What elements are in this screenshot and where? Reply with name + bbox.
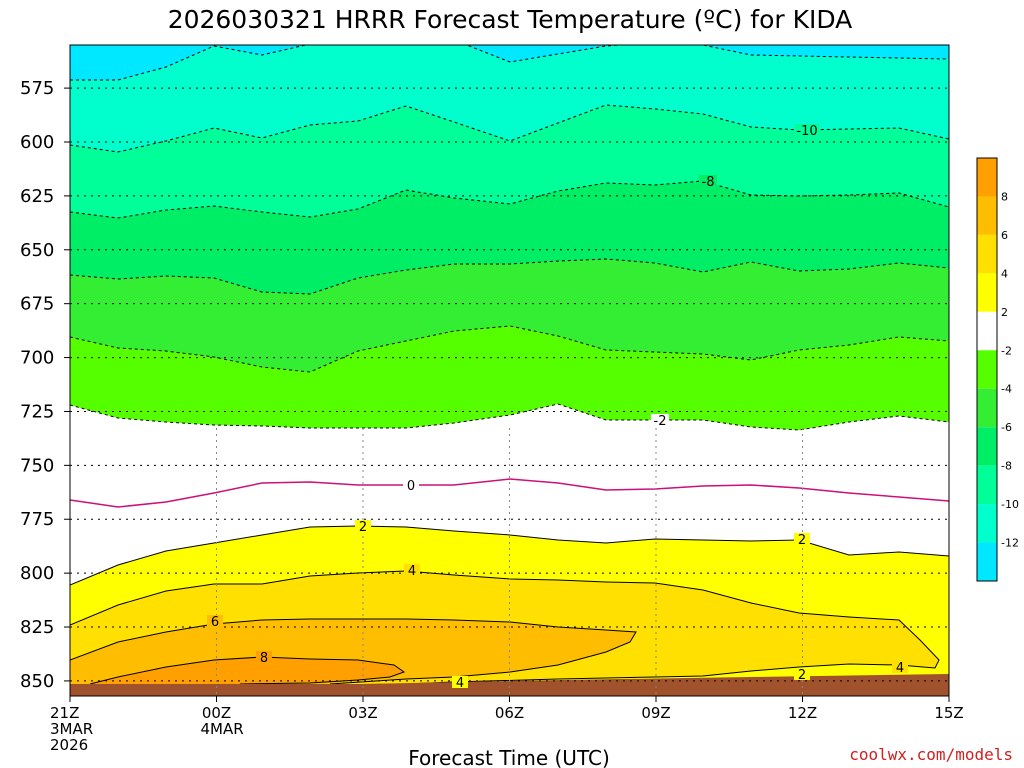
y-tick-label-775: 775 — [20, 509, 54, 530]
contour-label-2-lower: 2 — [798, 668, 806, 683]
colorbar-band-1 — [977, 196, 997, 235]
grid-lines — [70, 87, 949, 696]
colorbar-tick-label-3: 2 — [1001, 306, 1008, 319]
y-tick-label-575: 575 — [20, 78, 54, 99]
x-tick-label-4-0: 09Z — [641, 704, 670, 722]
contour-label-minus-10: -10 — [796, 124, 817, 139]
contour-label-4-upper: 4 — [408, 564, 416, 579]
y-tick-label-600: 600 — [20, 132, 54, 153]
x-tick-label-1-1: 4MAR — [201, 720, 244, 738]
colorbar-tick-label-8: -10 — [1001, 498, 1019, 511]
contour-line-minus-6 — [70, 258, 949, 295]
contour-line-minus-4 — [70, 325, 949, 373]
colorbar-band-6 — [977, 388, 997, 428]
contour-line-minus-12 — [70, 45, 949, 81]
contour-line-8 — [89, 656, 406, 685]
y-tick-label-825: 825 — [20, 617, 54, 638]
terrain-surface — [70, 674, 949, 696]
colorbar-band-4 — [977, 311, 997, 351]
y-tick-label-700: 700 — [20, 348, 54, 369]
credit-text: coolwx.com/models — [849, 745, 1013, 764]
contour-label-zero: 0 — [407, 479, 415, 494]
colorbar-band-3 — [977, 273, 997, 312]
band-8-to-10 — [90, 657, 404, 684]
colorbar-band-10 — [977, 542, 997, 581]
x-tick-label-2-0: 03Z — [348, 704, 377, 722]
colorbar-tick-label-5: -4 — [1001, 383, 1012, 396]
x-tick-label-3-0: 06Z — [495, 704, 524, 722]
plot-area — [70, 45, 949, 696]
x-tick-label-1-0: 00Z — [202, 704, 231, 722]
y-tick-label-800: 800 — [20, 563, 54, 584]
contour-label-4-lower: 4 — [456, 676, 464, 691]
y-tick-label-675: 675 — [20, 294, 54, 315]
colorbar: 8 6 4 2 -2 -4 -6 -8 -10 -12 — [976, 157, 1019, 582]
y-tick-label-850: 850 — [20, 671, 54, 692]
y-tick-label-725: 725 — [20, 401, 54, 422]
contour-label-minus-2: -2 — [654, 414, 667, 429]
contour-line-minus-2 — [70, 403, 949, 431]
colorbar-tick-label-0: 8 — [1001, 190, 1008, 203]
x-tick-label-0-1: 3MAR — [50, 720, 93, 738]
x-tick-label-5-0: 12Z — [788, 704, 817, 722]
colorbar-tick-label-4: -2 — [1001, 344, 1012, 357]
contour-label-4-right: 4 — [896, 661, 904, 676]
x-tick-label-0-2: 2026 — [50, 736, 88, 754]
x-tick-label-6-0: 15Z — [934, 704, 963, 722]
y-tick-label-650: 650 — [20, 240, 54, 261]
colorbar-tick-label-6: -6 — [1001, 421, 1012, 434]
contour-label-minus-8: -8 — [702, 175, 715, 190]
colorbar-band-5 — [977, 350, 997, 389]
colorbar-band-7 — [977, 427, 997, 466]
contour-label-8: 8 — [260, 651, 268, 666]
colorbar-band-8 — [977, 465, 997, 505]
colorbar-tick-label-9: -12 — [1001, 537, 1019, 550]
y-axis: 575 600 625 650 675 700 725 750 775 800 825 850 — [20, 78, 70, 692]
contour-label-2-right: 2 — [798, 533, 806, 548]
colorbar-band-0 — [977, 158, 997, 197]
colorbar-tick-label-2: 4 — [1001, 267, 1008, 280]
contour-label-6: 6 — [211, 615, 219, 630]
x-tick-label-0-0: 21Z — [50, 704, 79, 722]
contour-line-zero — [70, 478, 949, 508]
contour-label-2-left: 2 — [359, 520, 367, 535]
contour-labels: -10 -8 -2 0 2 2 4 6 8 4 2 4 — [207, 124, 908, 691]
contour-line-4 — [70, 570, 940, 687]
colorbar-band-9 — [977, 504, 997, 543]
chart-title: 2026030321 HRRR Forecast Temperature (ºC… — [168, 5, 853, 34]
colorbar-frame — [976, 157, 998, 582]
colorbar-band-2 — [977, 234, 997, 274]
x-axis-label: Forecast Time (UTC) — [408, 746, 610, 768]
y-tick-label-750: 750 — [20, 455, 54, 476]
colorbar-tick-label-1: 6 — [1001, 229, 1008, 242]
y-tick-label-625: 625 — [20, 186, 54, 207]
colorbar-tick-label-7: -8 — [1001, 460, 1012, 473]
